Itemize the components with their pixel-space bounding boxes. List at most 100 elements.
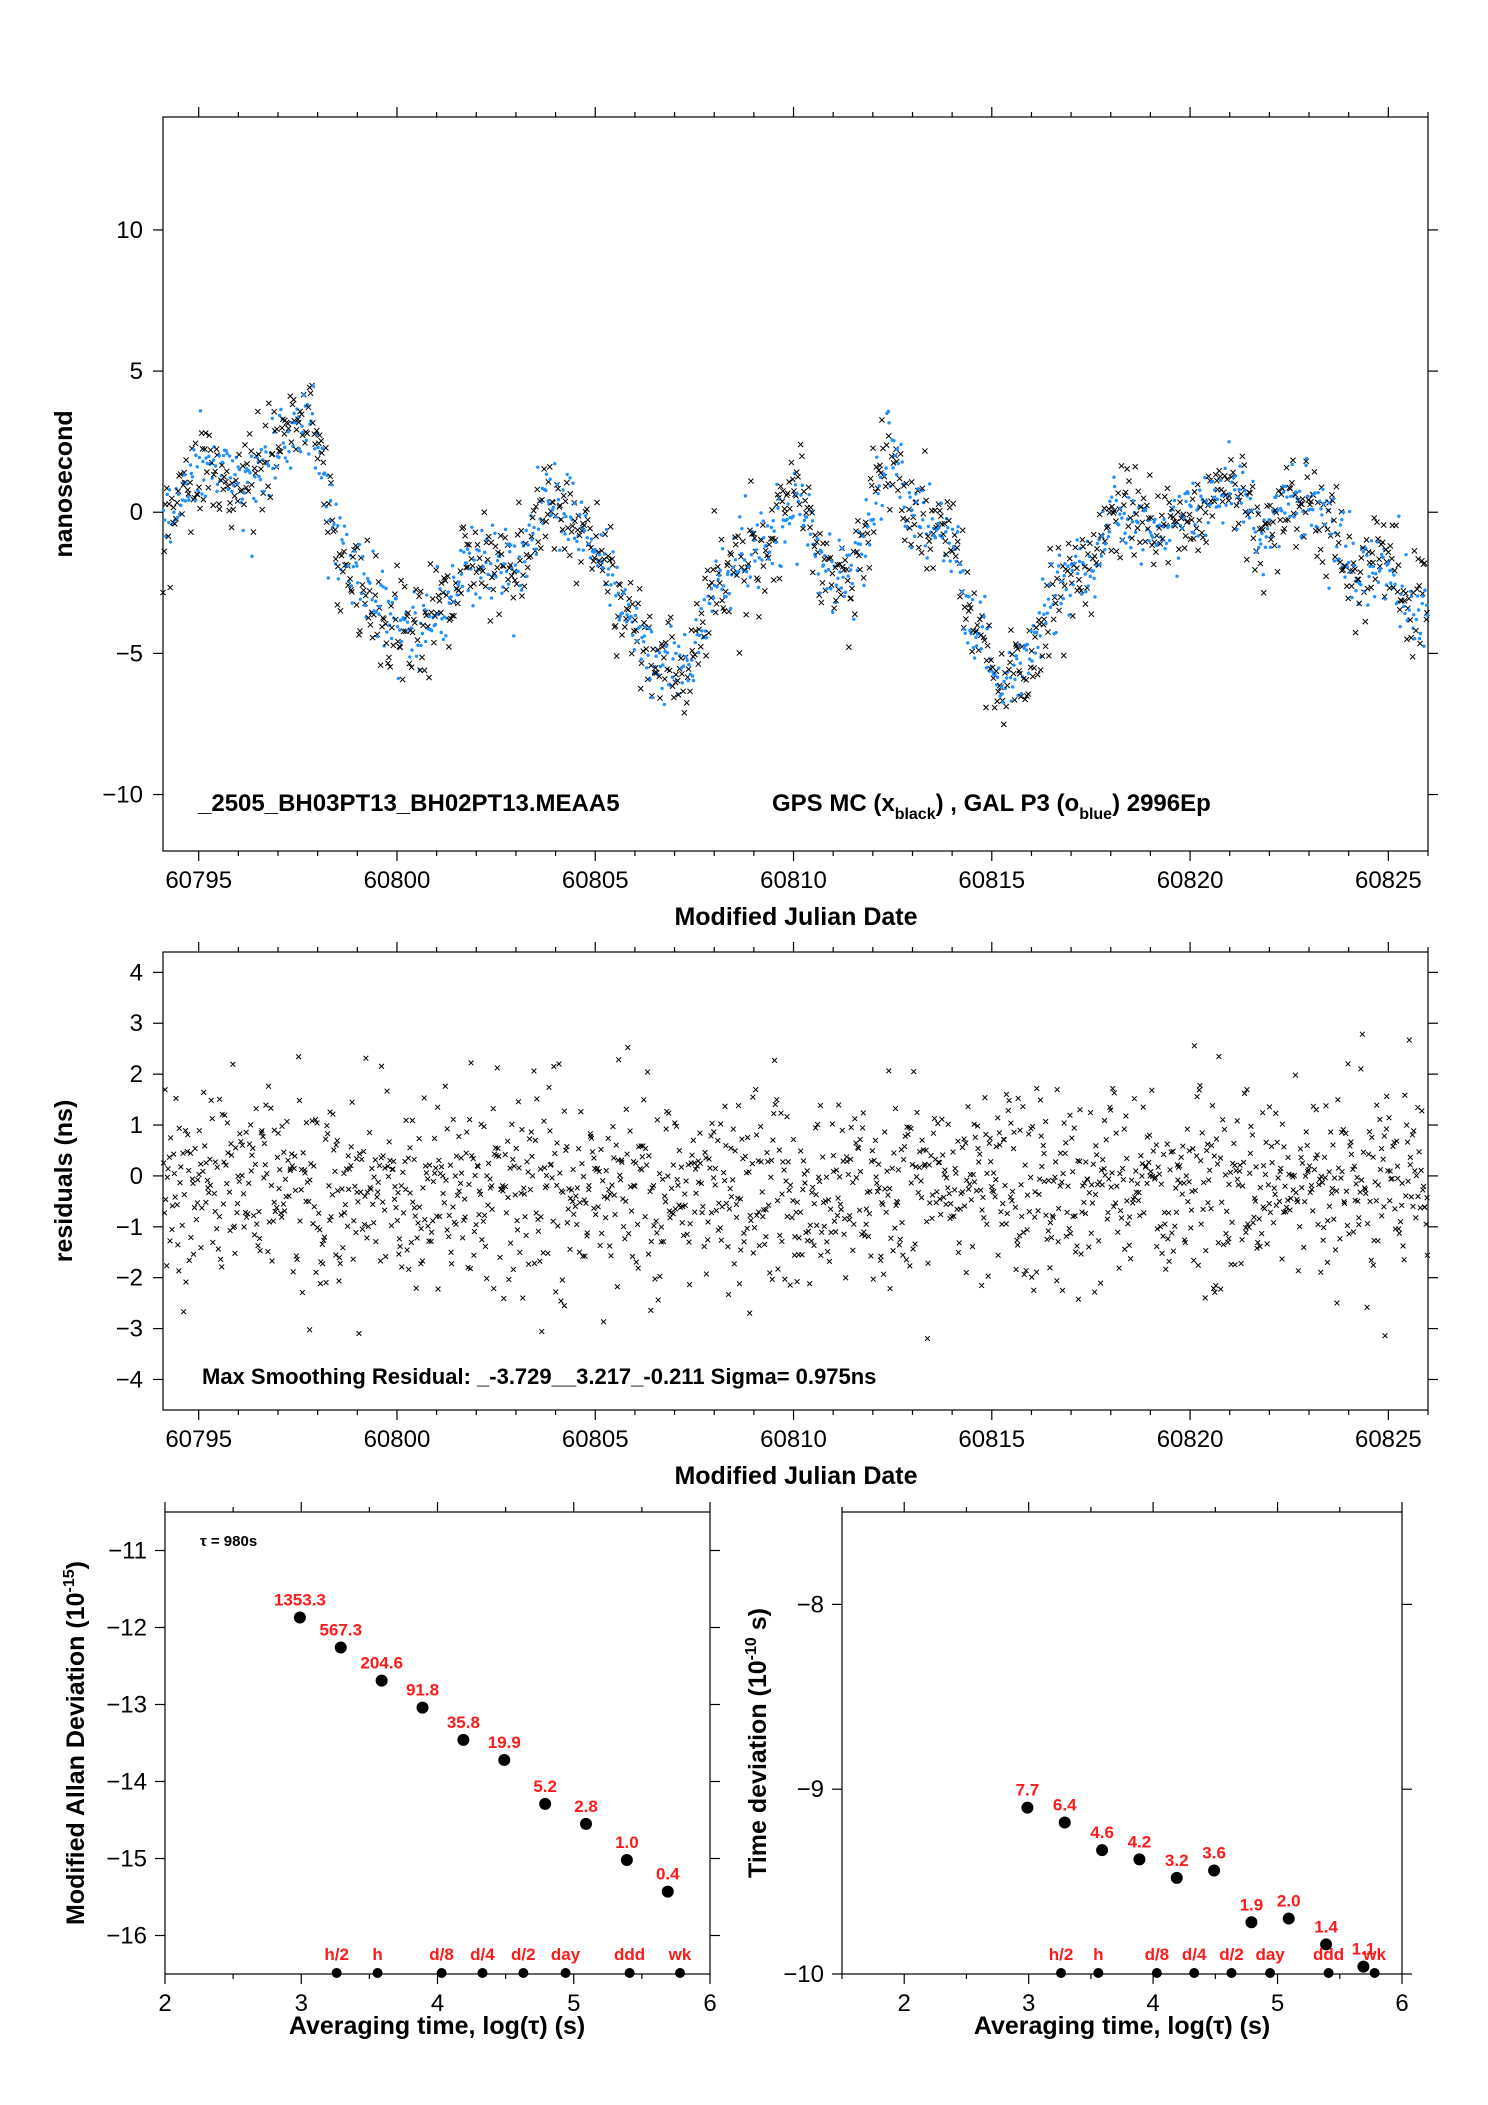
gps-point [177,471,184,478]
gps-point [251,465,258,472]
residual-point [1089,1200,1096,1206]
residual-point [1034,1085,1040,1092]
residual-point [565,1206,572,1212]
gal-point [813,554,818,559]
residual-point [193,1216,200,1223]
gal-point [749,553,753,557]
gps-point [332,526,339,533]
gps-point [210,502,217,509]
gal-point [187,498,191,502]
gps-point [698,610,705,617]
residual-point [1335,1096,1341,1103]
residual-point [609,1182,615,1188]
residual-point [380,1153,386,1159]
residual-point [398,1264,405,1270]
gps-point [578,558,584,565]
residual-point [1410,1203,1416,1210]
residual-point [393,1204,399,1211]
gps-point [1153,532,1160,539]
gal-point [1087,554,1092,559]
residual-point [1403,1122,1410,1128]
residual-point [521,1191,528,1197]
panel1-x-axis-label: Modified Julian Date [674,903,917,931]
gal-point [1172,498,1177,503]
gps-point [603,580,610,587]
residual-point [1003,1091,1010,1098]
residual-point [776,1147,783,1153]
gal-point [1199,494,1203,498]
residual-point [1356,1215,1362,1221]
residual-point [1173,1209,1180,1216]
interval-label: h/2 [324,1945,349,1964]
residual-point [1113,1130,1119,1136]
gps-point [915,544,922,551]
panel2-y-axis-label: residuals (ns) [50,1100,78,1263]
gal-point [459,548,463,553]
residual-point [735,1102,742,1109]
residual-point [728,1193,735,1200]
residual-point [662,1198,669,1205]
gal-point [377,604,382,609]
gps-point [650,646,657,653]
residual-point [279,1123,285,1130]
residual-point [703,1155,709,1161]
gal-point [654,654,658,658]
gps-point [697,643,704,650]
gps-point [245,488,252,495]
residual-point [632,1183,638,1189]
residual-point [1067,1112,1073,1119]
gps-point [541,465,548,472]
gps-point [862,519,869,526]
gal-point [1370,571,1375,575]
residual-point [850,1179,856,1186]
gps-point [675,691,682,698]
gal-point [838,570,842,574]
residual-point [1270,1219,1277,1226]
residual-point [1059,1287,1066,1294]
residual-point [730,1126,737,1132]
gal-point [1046,597,1051,601]
gal-point [841,575,845,579]
residual-point [1145,1159,1152,1166]
gps-point [629,601,636,608]
gps-point [451,613,457,619]
residual-point [290,1269,296,1275]
residual-point [531,1068,537,1074]
residual-point [1017,1127,1023,1134]
gps-point [1052,600,1059,607]
gps-point [566,552,573,559]
gal-point [697,650,701,655]
residual-point [665,1173,671,1179]
residual-point [1351,1163,1358,1169]
residual-point [1052,1174,1058,1180]
residual-point [436,1157,442,1164]
gps-point [1232,481,1239,488]
gps-point [1175,546,1182,553]
gps-point [292,446,299,453]
residual-point [773,1096,780,1103]
gps-point [627,579,634,586]
gal-point [1397,514,1401,518]
residual-point [950,1149,956,1155]
gps-point [414,637,421,644]
residual-point [1193,1153,1200,1159]
gal-point [470,525,474,529]
interval-label: d/2 [511,1945,536,1964]
residual-point [237,1131,243,1137]
residual-point [797,1209,804,1215]
residual-point [275,1130,281,1136]
residual-point [372,1157,379,1163]
gal-point [750,529,755,534]
interval-label: day [1255,1945,1285,1964]
gal-point [1123,531,1127,535]
gps-point [1090,531,1097,538]
gps-point [581,522,588,529]
gps-point [1249,483,1256,490]
residual-point [579,1160,585,1167]
residual-point [278,1214,285,1220]
gal-point [526,543,530,547]
gal-point [947,541,952,545]
residual-point [827,1206,834,1212]
gal-point [720,546,725,551]
residual-point [506,1276,512,1283]
